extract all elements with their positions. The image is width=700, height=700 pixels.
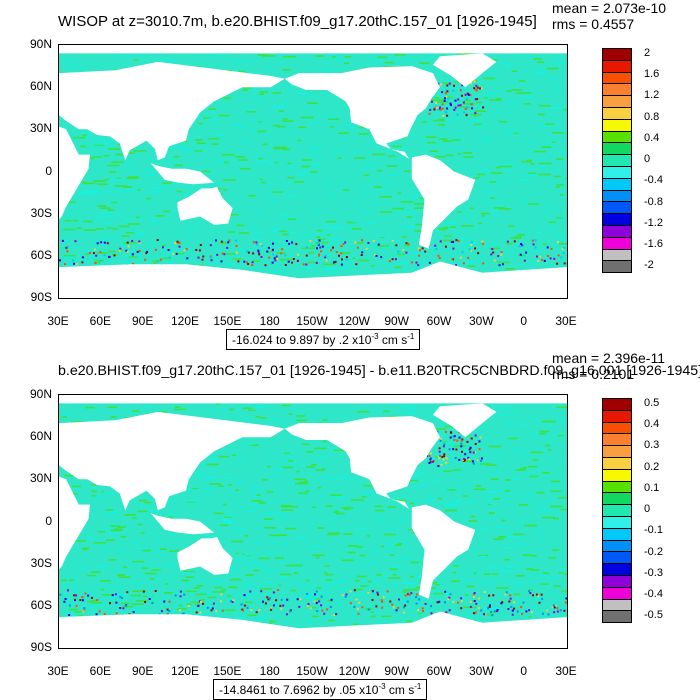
land-mask <box>59 45 567 298</box>
colorbar-label: 0.8 <box>644 110 660 123</box>
lon-tick-label: 30W <box>468 314 494 328</box>
range-text: -16.024 to 9.897 by .2 x10 <box>232 333 372 347</box>
colorbar-label: 0.5 <box>644 396 660 409</box>
lat-tick-label: 90S <box>30 640 52 654</box>
colorbar-swatch <box>602 260 632 274</box>
lat-tick-label: 90N <box>29 37 52 51</box>
lat-tick-label: 60S <box>30 597 52 612</box>
colorbar-label: 0.1 <box>644 481 660 494</box>
lat-tick-label: 90N <box>29 387 52 401</box>
lon-tick-label: 30E <box>555 314 577 328</box>
lon-tick-label: 60W <box>426 664 452 678</box>
contour-range-label: -14.8461 to 7.6962 by .05 x10-3 cm s-1 <box>213 679 428 700</box>
range-unit: cm s <box>378 333 408 347</box>
contour-range-label: -16.024 to 9.897 by .2 x10-3 cm s-1 <box>226 329 421 350</box>
lon-tick-label: 150W <box>296 314 328 328</box>
lon-tick-label: 120E <box>170 664 200 678</box>
colorbar-label: -0.1 <box>644 524 663 537</box>
lon-tick-label: 30W <box>468 664 494 678</box>
colorbar-label: -1.2 <box>644 216 663 229</box>
colorbar: 0.5 0.4 0.3 0.2 0.1 0 -0.1 -0.2 -0.3 -0.4 -0.5 <box>602 396 672 624</box>
lat-tick-label: 0 <box>45 513 52 528</box>
range-text: -14.8461 to 7.6962 by .05 x10 <box>219 683 379 697</box>
lat-tick-label: 30N <box>29 471 52 486</box>
rms-value: rms = 0.2101 <box>552 366 635 382</box>
lat-tick-label: 30N <box>29 121 52 136</box>
range-unit-exponent: -1 <box>407 332 415 341</box>
map-title: b.e20.BHIST.f09_g17.20thC.157_01 [1926-1… <box>58 363 700 379</box>
colorbar-label: -0.4 <box>644 588 663 601</box>
lon-tick-label: 0 <box>520 314 527 328</box>
lon-tick-label: 0 <box>520 664 527 678</box>
range-unit-exponent: -1 <box>414 682 422 691</box>
lat-tick-label: 60N <box>29 79 52 94</box>
colorbar: 2 1.6 1.2 0.8 0.4 0 -0.4 -0.8 -1.2 -1.6 -2 <box>602 46 672 274</box>
lon-tick-label: 90E <box>131 314 154 328</box>
lon-tick-label: 90W <box>384 664 409 678</box>
lon-tick-label: 60E <box>89 314 112 328</box>
lat-tick-label: 60N <box>29 429 52 444</box>
southern-ocean-anomalies <box>59 430 567 617</box>
colorbar-label: -0.2 <box>644 545 663 558</box>
lon-tick-label: 150E <box>213 314 242 328</box>
colorbar-label: 0.2 <box>644 460 660 473</box>
colorbar-label: -0.4 <box>644 174 663 187</box>
mean-value: mean = 2.396e-11 <box>552 350 665 366</box>
lon-tick-label: 120W <box>338 664 371 678</box>
lon-tick-label: 150W <box>296 664 328 678</box>
colorbar-label: -0.5 <box>644 609 663 622</box>
colorbar-label: 0.4 <box>644 131 660 144</box>
map-canvas <box>59 45 567 298</box>
colorbar-label: -2 <box>644 259 654 272</box>
lon-tick-label: 90W <box>384 314 409 328</box>
top-map-panel: WISOP at z=3010.7m, b.e20.BHIST.f09_g17.… <box>29 0 672 350</box>
stats-block: mean = 2.396e-11 rms = 0.2101 <box>552 350 665 382</box>
land-mask <box>59 395 567 648</box>
lon-tick-label: 60E <box>89 664 112 678</box>
colorbar-label: 0 <box>644 153 651 166</box>
lon-tick-label: 30E <box>47 664 69 678</box>
colorbar-label: 0 <box>644 503 651 516</box>
lon-tick-label: 90E <box>131 664 154 678</box>
colorbar-label: -0.8 <box>644 195 663 208</box>
map-canvas <box>59 395 567 648</box>
bottom-map-panel: b.e20.BHIST.f09_g17.20thC.157_01 [1926-1… <box>0 350 700 700</box>
lat-tick-label: 30S <box>30 555 52 570</box>
mean-value: mean = 2.073e-10 <box>552 0 667 16</box>
lon-tick-label: 60W <box>426 314 452 328</box>
range-unit: cm s <box>385 683 415 697</box>
southern-ocean-anomalies <box>59 80 566 267</box>
lon-tick-label: 120W <box>338 314 371 328</box>
colorbar-label: 1.2 <box>644 89 660 102</box>
map-plot-area <box>58 394 568 649</box>
colorbar-label: 0.4 <box>644 418 660 431</box>
stats-block: mean = 2.073e-10 rms = 0.4557 <box>552 0 666 32</box>
lat-tick-label: 60S <box>30 247 52 262</box>
map-plot-area <box>58 44 568 299</box>
rms-value: rms = 0.4557 <box>552 16 635 32</box>
lon-tick-label: 30E <box>47 314 69 328</box>
lat-tick-label: 0 <box>45 163 52 178</box>
lat-tick-label: 30S <box>30 205 52 220</box>
colorbar-label: -0.3 <box>644 566 663 579</box>
lat-tick-label: 90S <box>30 290 52 304</box>
lon-tick-label: 180 <box>259 314 280 328</box>
colorbar-label: 0.3 <box>644 439 660 452</box>
range-exponent: -3 <box>371 332 379 341</box>
lon-tick-label: 120E <box>170 314 200 328</box>
lon-tick-label: 150E <box>213 664 242 678</box>
lon-tick-label: 30E <box>555 664 577 678</box>
colorbar-label: -1.6 <box>644 238 663 251</box>
map-title: WISOP at z=3010.7m, b.e20.BHIST.f09_g17.… <box>58 13 537 30</box>
colorbar-label: 1.6 <box>644 68 660 81</box>
lon-tick-label: 180 <box>259 664 280 678</box>
colorbar-label: 2 <box>644 46 651 59</box>
colorbar-swatch <box>602 610 632 624</box>
range-exponent: -3 <box>378 682 386 691</box>
